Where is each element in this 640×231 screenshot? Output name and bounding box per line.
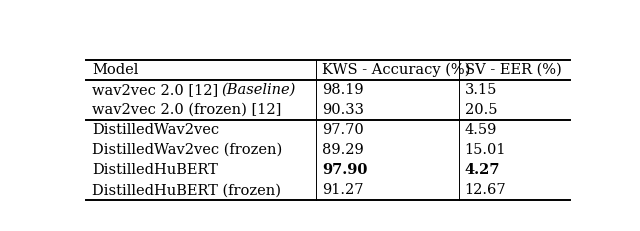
Text: 4.27: 4.27 (465, 163, 500, 177)
Text: (Baseline): (Baseline) (221, 83, 296, 97)
Text: 20.5: 20.5 (465, 103, 497, 117)
Text: 91.27: 91.27 (322, 183, 364, 197)
Text: 4.59: 4.59 (465, 123, 497, 137)
Text: 90.33: 90.33 (322, 103, 364, 117)
Text: DistilledWav2vec (frozen): DistilledWav2vec (frozen) (92, 143, 282, 157)
Text: SV - EER (%): SV - EER (%) (465, 63, 561, 77)
Text: 15.01: 15.01 (465, 143, 506, 157)
Text: 98.19: 98.19 (322, 83, 364, 97)
Text: DistilledHuBERT: DistilledHuBERT (92, 163, 218, 177)
Text: DistilledWav2vec: DistilledWav2vec (92, 123, 219, 137)
Text: 97.70: 97.70 (322, 123, 364, 137)
Text: Model: Model (92, 63, 138, 77)
Text: 12.67: 12.67 (465, 183, 506, 197)
Text: 3.15: 3.15 (465, 83, 497, 97)
Text: DistilledHuBERT (frozen): DistilledHuBERT (frozen) (92, 183, 281, 197)
Text: 89.29: 89.29 (322, 143, 364, 157)
Text: wav2vec 2.0 [12]: wav2vec 2.0 [12] (92, 83, 221, 97)
Text: KWS - Accuracy (%): KWS - Accuracy (%) (322, 63, 470, 77)
Text: wav2vec 2.0 (frozen) [12]: wav2vec 2.0 (frozen) [12] (92, 103, 281, 117)
Text: 97.90: 97.90 (322, 163, 367, 177)
